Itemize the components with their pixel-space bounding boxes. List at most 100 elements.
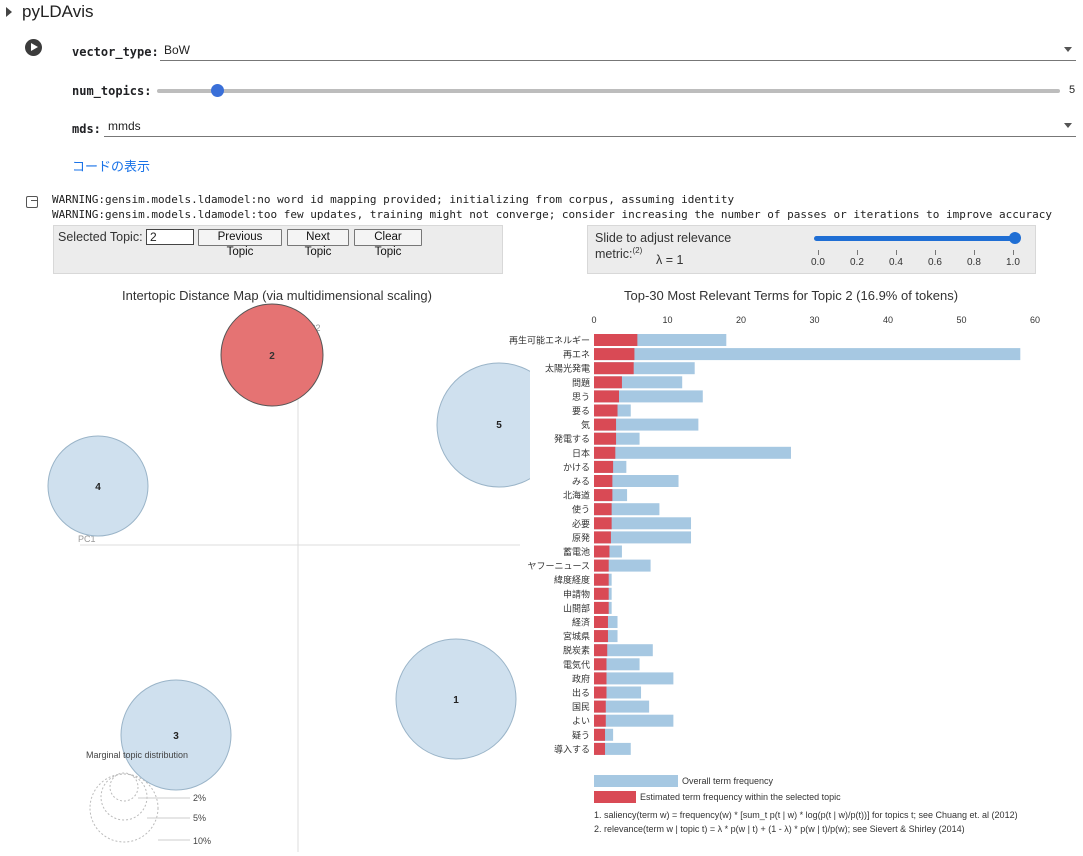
bar-overall-frequency[interactable] [594, 475, 679, 487]
bar-topic-frequency[interactable] [594, 460, 614, 473]
vector-type-value: BoW [164, 43, 191, 57]
term-label[interactable]: 再生可能エネルギー [509, 335, 590, 346]
term-label[interactable]: 使う [572, 504, 590, 515]
topic-circle-3[interactable]: 3 [120, 679, 232, 791]
bar-topic-frequency[interactable] [594, 531, 611, 544]
lambda-slider-thumb[interactable] [1009, 232, 1021, 244]
mds-select[interactable]: mmds [104, 117, 1076, 137]
bar-topic-frequency[interactable] [594, 503, 612, 516]
bar-overall-frequency[interactable] [594, 348, 1021, 361]
term-label[interactable]: 必要 [572, 518, 590, 529]
term-label[interactable]: 日本 [572, 447, 590, 458]
topic-circle-5-shape[interactable] [436, 362, 530, 488]
bar-topic-frequency[interactable] [594, 348, 635, 361]
bar-topic-frequency[interactable] [594, 545, 610, 558]
term-label[interactable]: 電気代 [563, 659, 590, 670]
topic-circle-2[interactable]: 2 [220, 303, 324, 407]
bar-topic-frequency[interactable] [594, 432, 617, 445]
term-label[interactable]: 北海道 [563, 490, 590, 501]
bar-topic-frequency[interactable] [594, 616, 608, 628]
num-topics-slider-thumb[interactable] [211, 84, 224, 97]
bar-topic-frequency[interactable] [594, 742, 606, 755]
bar-overall-frequency[interactable] [594, 644, 653, 657]
next-topic-button[interactable]: Next Topic [287, 229, 349, 258]
term-label[interactable]: 脱炭素 [563, 645, 590, 656]
bar-overall-frequency[interactable] [594, 517, 692, 530]
bar-topic-frequency[interactable] [594, 489, 613, 502]
term-label[interactable]: 申請物 [563, 588, 590, 599]
bar-topic-frequency[interactable] [594, 587, 609, 600]
clear-topic-button[interactable]: Clear Topic [354, 229, 422, 258]
num-topics-value: 5 [1069, 84, 1076, 96]
term-label[interactable]: 出る [572, 687, 590, 698]
bar-topic-frequency[interactable] [594, 334, 638, 346]
term-label[interactable]: 問題 [572, 378, 590, 388]
play-circle-icon[interactable] [25, 39, 42, 56]
term-label[interactable]: 導入する [554, 743, 590, 754]
term-label[interactable]: 緯度経度 [554, 574, 590, 585]
lambda-slider[interactable] [814, 236, 1016, 241]
term-label[interactable]: 蓄電池 [563, 546, 590, 557]
term-label[interactable]: 経済 [572, 617, 590, 628]
caret-right-icon[interactable] [6, 7, 12, 17]
x-tick-label: 50 [956, 315, 966, 325]
output-arrow-icon [26, 196, 38, 208]
show-code-link[interactable]: コードの表示 [72, 159, 151, 174]
term-label[interactable]: 再エネ [563, 350, 590, 360]
bar-topic-frequency[interactable] [594, 686, 607, 699]
bar-overall-frequency[interactable] [594, 390, 703, 403]
bar-overall-frequency[interactable] [594, 672, 674, 685]
bar-overall-frequency[interactable] [594, 714, 674, 727]
bar-overall-frequency[interactable] [594, 418, 699, 431]
term-label[interactable]: 太陽光発電 [545, 363, 590, 374]
num-topics-label: num_topics: [72, 84, 152, 98]
bar-topic-frequency[interactable] [594, 404, 618, 417]
bar-topic-frequency[interactable] [594, 573, 609, 586]
topic-circle-2-shape[interactable] [220, 303, 324, 407]
term-label[interactable]: 宮城県 [563, 631, 590, 642]
term-label[interactable]: 気 [581, 419, 590, 430]
bar-topic-frequency[interactable] [594, 714, 606, 727]
bar-topic-frequency[interactable] [594, 376, 622, 389]
bar-topic-frequency[interactable] [594, 658, 607, 671]
bar-topic-frequency[interactable] [594, 418, 617, 431]
bar-topic-frequency[interactable] [594, 700, 606, 713]
selected-topic-input[interactable]: 2 [146, 229, 194, 245]
previous-topic-button[interactable]: Previous Topic [198, 229, 282, 258]
topic-circle-3-shape[interactable] [120, 679, 232, 791]
bar-topic-frequency[interactable] [594, 362, 634, 375]
relevance-footnote-ref: (2) [632, 246, 643, 255]
term-label[interactable]: 要る [572, 406, 590, 416]
bar-topic-frequency[interactable] [594, 475, 613, 487]
term-label[interactable]: 山間部 [563, 602, 590, 613]
bar-topic-frequency[interactable] [594, 559, 609, 572]
term-label[interactable]: よい [572, 716, 590, 726]
bar-topic-frequency[interactable] [594, 630, 608, 643]
bar-overall-frequency[interactable] [594, 446, 791, 459]
topic-circle-5[interactable]: 5 [436, 362, 530, 488]
term-label[interactable]: かける [563, 462, 590, 472]
topic-circle-1[interactable]: 1 [395, 638, 517, 760]
bar-overall-frequency[interactable] [594, 700, 650, 713]
term-label[interactable]: 疑う [572, 730, 590, 740]
bar-topic-frequency[interactable] [594, 644, 608, 657]
term-label[interactable]: みる [572, 477, 590, 487]
term-label[interactable]: 原発 [572, 532, 590, 543]
term-label[interactable]: 発電する [554, 433, 590, 444]
term-label[interactable]: 思う [572, 392, 590, 402]
vector-type-select[interactable]: BoW [160, 41, 1076, 61]
topic-circle-1-shape[interactable] [395, 638, 517, 760]
bar-topic-frequency[interactable] [594, 517, 612, 530]
num-topics-slider[interactable] [157, 89, 1060, 93]
topic-circle-4[interactable]: 4 [47, 435, 149, 537]
bar-topic-frequency[interactable] [594, 601, 609, 614]
bar-topic-frequency[interactable] [594, 728, 606, 741]
topic-circle-4-shape[interactable] [47, 435, 149, 537]
bar-topic-frequency[interactable] [594, 446, 616, 459]
term-label[interactable]: 政府 [572, 673, 590, 684]
term-label[interactable]: 国民 [572, 702, 590, 712]
bar-overall-frequency[interactable] [594, 531, 692, 544]
bar-topic-frequency[interactable] [594, 672, 607, 685]
term-label[interactable]: ヤフーニュース [527, 561, 590, 571]
bar-topic-frequency[interactable] [594, 390, 619, 403]
